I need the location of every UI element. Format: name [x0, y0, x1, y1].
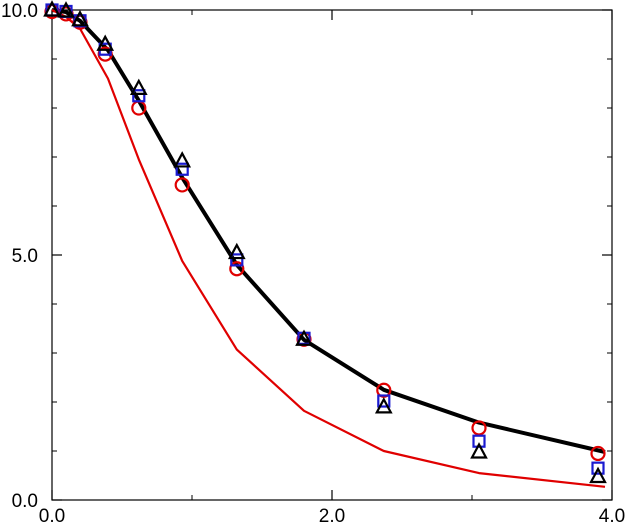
square-marker: [591, 461, 605, 475]
triangle-marker: [374, 397, 393, 414]
triangle-marker: [470, 442, 488, 459]
square-marker: [377, 394, 391, 408]
x-tick-label: 4.0: [599, 506, 625, 525]
y-tick-label: 0.0: [12, 491, 38, 512]
triangle-marker: [57, 1, 75, 18]
square-marker: [175, 162, 189, 176]
series-markers: [43, 0, 607, 484]
triangle-marker: [589, 466, 607, 484]
circle-marker: [229, 261, 245, 277]
circle-marker: [590, 445, 606, 462]
x-tick-label: 0.0: [39, 506, 65, 525]
triangle-marker: [295, 329, 313, 346]
triangle-marker: [96, 34, 115, 51]
axis-ticks: [51, 9, 613, 501]
y-tick-label: 10.0: [1, 1, 38, 22]
y-tick-label: 5.0: [12, 246, 38, 267]
circle-marker: [174, 177, 190, 193]
circle-marker: [471, 420, 487, 436]
square-marker: [132, 89, 146, 103]
triangle-marker: [43, 0, 61, 17]
square-marker: [230, 253, 244, 267]
x-tick-label: 2.0: [319, 506, 345, 525]
circle-marker: [376, 382, 392, 398]
triangle-marker: [129, 78, 148, 96]
triangle-marker: [227, 242, 246, 260]
triangle-marker: [173, 151, 192, 168]
triangle-marker: [71, 9, 89, 27]
